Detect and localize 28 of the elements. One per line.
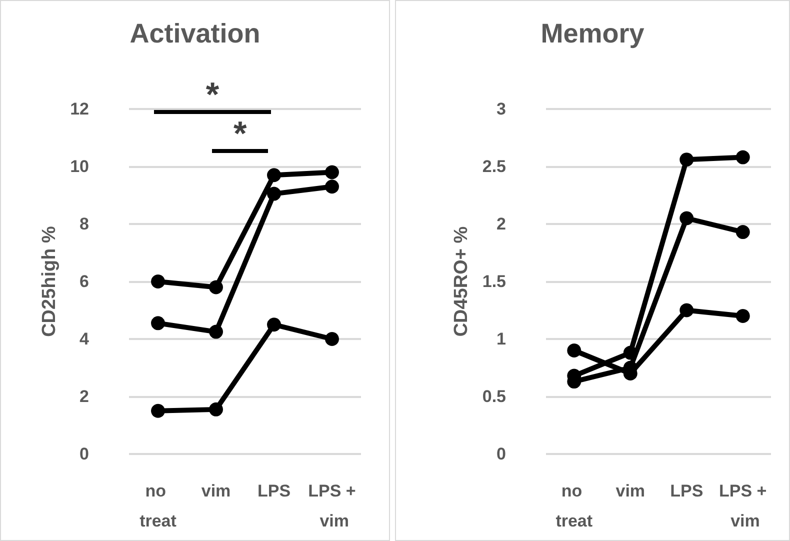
y-tick-label: 10 [70, 157, 89, 176]
y-tick-label: 3 [496, 100, 506, 118]
chart-title: Memory [540, 18, 644, 48]
y-tick-label: 0.5 [482, 387, 506, 406]
y-tick-label: 1 [496, 330, 506, 348]
significance-bracket: * [154, 76, 272, 114]
significance-bracket: * [212, 114, 268, 153]
chart-title: Activation [130, 18, 260, 48]
x-tick-label: vim [201, 482, 231, 500]
y-axis-title: CD25high % [39, 226, 60, 337]
y-axis-title: CD45RO+ % [451, 226, 472, 337]
x-tick-label: LPS [257, 482, 291, 500]
x-tick-label: LPS + vim [719, 482, 767, 530]
x-tick-label: vim [616, 482, 646, 500]
y-tick-label: 6 [80, 272, 89, 291]
y-tick-label: 4 [80, 330, 90, 348]
y-tick-label: 0 [496, 444, 506, 464]
x-tick-label: LPS + vim [308, 482, 356, 530]
y-tick-label: 0 [80, 444, 89, 464]
x-tick-label: no treat [140, 482, 177, 530]
y-tick-label: 2.5 [482, 157, 506, 176]
x-tick-label: LPS [670, 482, 704, 500]
y-tick-label: 2 [80, 387, 89, 406]
y-tick-label: 8 [80, 214, 89, 234]
x-tick-label: no treat [556, 482, 593, 530]
y-tick-label: 12 [70, 100, 89, 118]
y-tick-label: 1.5 [482, 272, 506, 291]
y-tick-label: 2 [496, 214, 506, 234]
